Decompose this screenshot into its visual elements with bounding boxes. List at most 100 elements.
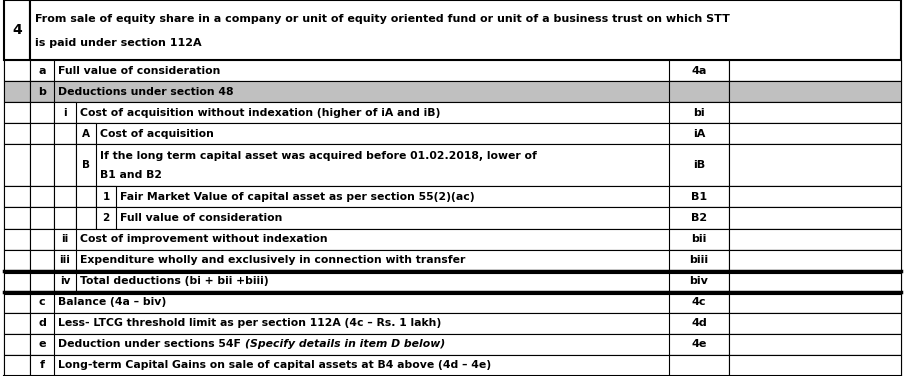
Bar bbox=[30, 186, 54, 208]
Bar bbox=[4, 81, 901, 102]
Text: 4e: 4e bbox=[691, 340, 707, 349]
Text: 4d: 4d bbox=[691, 318, 707, 328]
Bar bbox=[30, 60, 54, 81]
Bar bbox=[669, 271, 729, 292]
Bar bbox=[669, 229, 729, 250]
Text: Cost of improvement without indexation: Cost of improvement without indexation bbox=[80, 234, 328, 244]
Bar bbox=[4, 123, 30, 144]
Bar bbox=[4, 102, 30, 123]
Bar bbox=[669, 144, 729, 186]
Text: bii: bii bbox=[691, 234, 707, 244]
Bar bbox=[669, 313, 729, 334]
Text: Less- LTCG threshold limit as per section 112A (4c – Rs. 1 lakh): Less- LTCG threshold limit as per sectio… bbox=[58, 318, 442, 328]
Bar bbox=[54, 123, 76, 144]
Bar bbox=[4, 186, 901, 208]
Bar bbox=[54, 208, 76, 229]
Bar bbox=[669, 102, 729, 123]
Bar bbox=[30, 250, 54, 271]
Bar bbox=[669, 81, 729, 102]
Text: biv: biv bbox=[690, 276, 709, 286]
Bar bbox=[669, 123, 729, 144]
Text: Deduction under sections 54F: Deduction under sections 54F bbox=[58, 340, 244, 349]
Text: 2: 2 bbox=[102, 213, 110, 223]
Bar bbox=[4, 229, 901, 250]
Bar bbox=[76, 123, 96, 144]
Bar bbox=[54, 271, 76, 292]
Text: Cost of acquisition: Cost of acquisition bbox=[100, 129, 214, 139]
Text: a: a bbox=[38, 65, 46, 76]
Bar bbox=[729, 292, 901, 313]
Text: Deductions under section 48: Deductions under section 48 bbox=[58, 86, 233, 97]
Bar bbox=[4, 208, 901, 229]
Text: If the long term capital asset was acquired before 01.02.2018, lower of: If the long term capital asset was acqui… bbox=[100, 151, 537, 161]
Bar bbox=[729, 144, 901, 186]
Bar bbox=[729, 271, 901, 292]
Text: B: B bbox=[82, 160, 90, 170]
Bar bbox=[4, 355, 901, 376]
Text: iii: iii bbox=[60, 255, 71, 265]
Bar bbox=[669, 292, 729, 313]
Text: iA: iA bbox=[693, 129, 705, 139]
Bar bbox=[669, 334, 729, 355]
Text: Full value of consideration: Full value of consideration bbox=[120, 213, 282, 223]
Bar bbox=[4, 123, 901, 144]
Bar bbox=[96, 208, 116, 229]
Bar bbox=[729, 186, 901, 208]
Bar bbox=[54, 102, 76, 123]
Text: biii: biii bbox=[690, 255, 709, 265]
Bar bbox=[30, 0, 901, 60]
Bar bbox=[76, 208, 96, 229]
Text: i: i bbox=[63, 108, 67, 118]
Bar bbox=[729, 229, 901, 250]
Bar bbox=[54, 186, 76, 208]
Bar bbox=[669, 186, 729, 208]
Bar bbox=[4, 250, 30, 271]
Bar bbox=[96, 186, 116, 208]
Text: b: b bbox=[38, 86, 46, 97]
Text: 4a: 4a bbox=[691, 65, 707, 76]
Bar bbox=[4, 60, 30, 81]
Text: ii: ii bbox=[62, 234, 69, 244]
Text: Total deductions (bi + bii +biii): Total deductions (bi + bii +biii) bbox=[80, 276, 269, 286]
Text: B2: B2 bbox=[691, 213, 707, 223]
Bar bbox=[4, 355, 30, 376]
Text: c: c bbox=[39, 297, 45, 307]
Text: 4c: 4c bbox=[691, 297, 706, 307]
Text: (Specify details in item D below): (Specify details in item D below) bbox=[244, 340, 445, 349]
Text: B1 and B2: B1 and B2 bbox=[100, 170, 162, 180]
Text: iB: iB bbox=[693, 160, 705, 170]
Bar bbox=[4, 292, 901, 313]
Bar bbox=[4, 292, 30, 313]
Text: Balance (4a – biv): Balance (4a – biv) bbox=[58, 297, 167, 307]
Bar bbox=[4, 144, 901, 186]
Bar bbox=[669, 355, 729, 376]
Bar bbox=[4, 271, 901, 292]
Bar bbox=[30, 81, 54, 102]
Bar bbox=[30, 355, 54, 376]
Bar bbox=[669, 208, 729, 229]
Bar bbox=[729, 355, 901, 376]
Text: A: A bbox=[82, 129, 90, 139]
Text: iv: iv bbox=[60, 276, 71, 286]
Text: d: d bbox=[38, 318, 46, 328]
Bar bbox=[4, 0, 30, 60]
Bar bbox=[729, 250, 901, 271]
Bar bbox=[729, 208, 901, 229]
Bar bbox=[729, 334, 901, 355]
Text: Cost of acquisition without indexation (higher of iA and iB): Cost of acquisition without indexation (… bbox=[80, 108, 441, 118]
Bar bbox=[30, 334, 54, 355]
Bar bbox=[4, 60, 901, 81]
Bar bbox=[54, 250, 76, 271]
Bar bbox=[30, 102, 54, 123]
Bar bbox=[4, 144, 30, 186]
Text: Full value of consideration: Full value of consideration bbox=[58, 65, 221, 76]
Bar bbox=[30, 123, 54, 144]
Text: Expenditure wholly and exclusively in connection with transfer: Expenditure wholly and exclusively in co… bbox=[80, 255, 465, 265]
Bar bbox=[30, 144, 54, 186]
Bar bbox=[4, 81, 30, 102]
Bar bbox=[729, 123, 901, 144]
Bar bbox=[4, 271, 30, 292]
Text: e: e bbox=[38, 340, 46, 349]
Bar bbox=[4, 208, 30, 229]
Bar bbox=[30, 313, 54, 334]
